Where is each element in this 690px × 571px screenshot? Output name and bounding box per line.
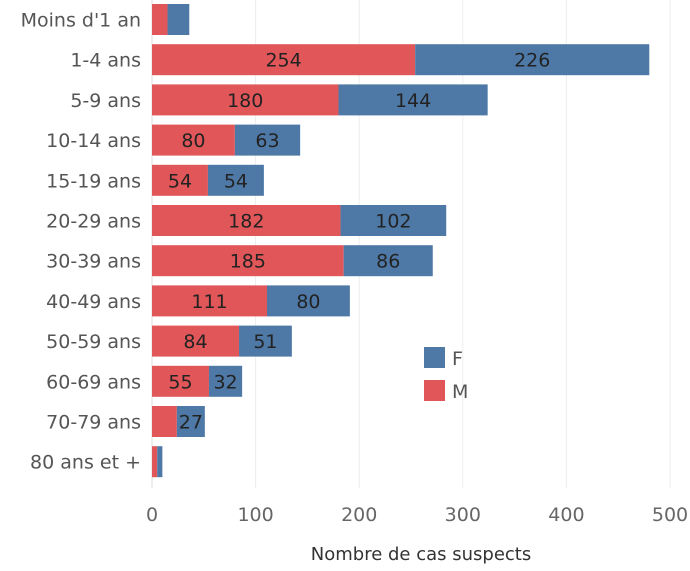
category-label-40-49-ans: 40-49 ans: [46, 291, 141, 313]
bar-f-1-4-ans: [415, 44, 650, 76]
category-label-10-14-ans: 10-14 ans: [46, 130, 141, 152]
category-label-60-69-ans: 60-69 ans: [46, 371, 141, 393]
data-label-f-20-29-ans: 102: [375, 211, 411, 233]
bar-m-50-59-ans: [152, 325, 240, 357]
x-axis-title: Nombre de cas suspects: [311, 544, 531, 565]
data-label-f-5-9-ans: 144: [395, 90, 431, 112]
bar-f-5-9-ans: [338, 84, 488, 116]
bar-m-10-14-ans: [152, 124, 235, 156]
legend-label-f: F: [452, 348, 463, 370]
legend-swatch-f: [424, 347, 445, 368]
bar-f-50-59-ans: [239, 325, 292, 357]
data-label-m-20-29-ans: 182: [228, 211, 264, 233]
data-label-f-50-59-ans: 51: [253, 331, 277, 353]
category-label-30-39-ans: 30-39 ans: [46, 251, 141, 273]
x-tick-label-300: 300: [445, 504, 481, 526]
category-label-moins-d-1-an: Moins d'1 an: [21, 10, 141, 32]
bars: 254 226 180 144 80 63 54 54 182 102 185 86 111 80 84 51…: [152, 4, 650, 478]
bar-m-60-69-ans: [152, 365, 209, 397]
category-label-1-4-ans: 1-4 ans: [70, 50, 141, 72]
legend-label-m: M: [452, 381, 468, 403]
data-label-m-10-14-ans: 80: [181, 130, 205, 152]
bar-m-70-79-ans: [152, 406, 177, 437]
bar-m-1-4-ans: [152, 44, 416, 76]
x-tick-label-400: 400: [548, 504, 584, 526]
bar-f-70-79-ans: [176, 406, 205, 437]
category-label-5-9-ans: 5-9 ans: [70, 90, 141, 112]
x-tick-label-200: 200: [341, 504, 377, 526]
category-labels: Moins d'1 an 1-4 ans 5-9 ans 10-14 ans 15-19…: [21, 10, 141, 474]
bar-f-60-69-ans: [208, 365, 243, 397]
data-label-m-15-19-ans: 54: [168, 170, 192, 192]
x-tick-labels: 0 100 200 300 400 500: [146, 504, 688, 526]
data-label-f-10-14-ans: 63: [255, 130, 279, 152]
bar-m-80-ans-et: [152, 446, 158, 478]
bar-m-moins-d-1-an: [152, 4, 168, 35]
data-label-m-40-49-ans: 111: [191, 291, 227, 313]
data-label-f-60-69-ans: 32: [213, 371, 237, 393]
bar-f-40-49-ans: [266, 285, 350, 317]
bar-f-20-29-ans: [340, 205, 447, 236]
legend: FM: [424, 347, 468, 403]
data-label-f-70-79-ans: 27: [179, 412, 203, 434]
data-label-f-15-19-ans: 54: [224, 170, 248, 192]
data-label-f-40-49-ans: 80: [296, 291, 320, 313]
data-label-m-1-4-ans: 254: [265, 50, 301, 72]
bar-m-5-9-ans: [152, 84, 339, 116]
category-label-15-19-ans: 15-19 ans: [46, 170, 141, 192]
x-tick-label-0: 0: [146, 504, 158, 526]
data-label-m-30-39-ans: 185: [230, 251, 266, 273]
bar-f-15-19-ans: [207, 164, 264, 196]
bar-m-15-19-ans: [152, 164, 208, 196]
category-label-70-79-ans: 70-79 ans: [46, 412, 141, 434]
legend-swatch-m: [424, 380, 445, 401]
bar-f-10-14-ans: [234, 124, 301, 156]
gridlines: [151, 0, 671, 488]
category-label-50-59-ans: 50-59 ans: [46, 331, 141, 353]
bar-f-moins-d-1-an: [167, 4, 190, 35]
x-tick-label-100: 100: [237, 504, 273, 526]
x-tick-label-500: 500: [652, 504, 688, 526]
bar-m-20-29-ans: [152, 205, 341, 236]
category-label-80-ans-et: 80 ans et +: [30, 452, 141, 474]
data-label-f-1-4-ans: 226: [514, 50, 550, 72]
bar-m-40-49-ans: [152, 285, 267, 317]
category-label-20-29-ans: 20-29 ans: [46, 211, 141, 233]
data-label-m-5-9-ans: 180: [227, 90, 263, 112]
data-label-f-30-39-ans: 86: [376, 251, 400, 273]
data-label-m-50-59-ans: 84: [183, 331, 207, 353]
bar-m-30-39-ans: [152, 245, 344, 277]
bar-f-30-39-ans: [343, 245, 433, 277]
bar-f-80-ans-et: [157, 446, 163, 478]
data-label-m-60-69-ans: 55: [168, 371, 192, 393]
